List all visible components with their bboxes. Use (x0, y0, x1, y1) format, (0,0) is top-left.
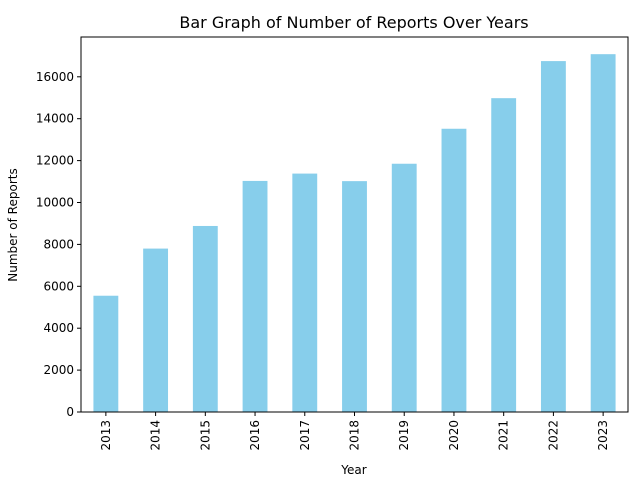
plot-frame (80, 36, 629, 413)
x-tick-label-2015: 2015 (198, 420, 212, 451)
y-tick-label-4000: 4000 (43, 321, 74, 335)
x-axis-label: Year (340, 463, 366, 477)
x-tick-label-2014: 2014 (149, 420, 163, 451)
y-tick-label-10000: 10000 (36, 196, 74, 210)
bar-2015 (192, 225, 218, 412)
x-tick-label-2013: 2013 (99, 420, 113, 451)
x-tick-label-2017: 2017 (298, 420, 312, 451)
bar-2019 (391, 163, 417, 412)
x-axis: 2013 2014 2015 2016 2017 2018 2019 2020 2021 2022… (99, 412, 610, 451)
bar-2023 (590, 54, 616, 412)
y-axis-label: Number of Reports (6, 168, 20, 281)
x-tick-label-2020: 2020 (447, 420, 461, 451)
y-tick-label-8000: 8000 (43, 237, 74, 251)
bar-2013 (93, 295, 119, 412)
x-tick-label-2016: 2016 (248, 420, 262, 451)
bar-2017 (292, 173, 318, 412)
y-tick-label-16000: 16000 (36, 70, 74, 84)
bar-2020 (441, 128, 467, 413)
y-tick-label-12000: 12000 (36, 154, 74, 168)
bar-2018 (342, 181, 367, 412)
x-tick-label-2018: 2018 (348, 420, 362, 451)
x-tick-label-2019: 2019 (397, 420, 411, 451)
x-tick-label-2023: 2023 (596, 420, 610, 451)
bar-2014 (143, 248, 169, 412)
bar-2021 (491, 98, 517, 412)
y-tick-label-0: 0 (66, 405, 74, 419)
x-tick-label-2022: 2022 (546, 420, 560, 451)
bar-2016 (242, 180, 268, 412)
bar-2022 (540, 61, 566, 413)
bars-group (93, 54, 616, 413)
y-tick-label-6000: 6000 (43, 279, 74, 293)
y-axis: 0 2000 4000 6000 8000 10000 12000 14000 16000 (36, 70, 81, 419)
y-tick-label-2000: 2000 (43, 363, 74, 377)
x-tick-label-2021: 2021 (497, 420, 511, 451)
chart-title: Bar Graph of Number of Reports Over Year… (179, 13, 528, 32)
y-tick-label-14000: 14000 (36, 112, 74, 126)
